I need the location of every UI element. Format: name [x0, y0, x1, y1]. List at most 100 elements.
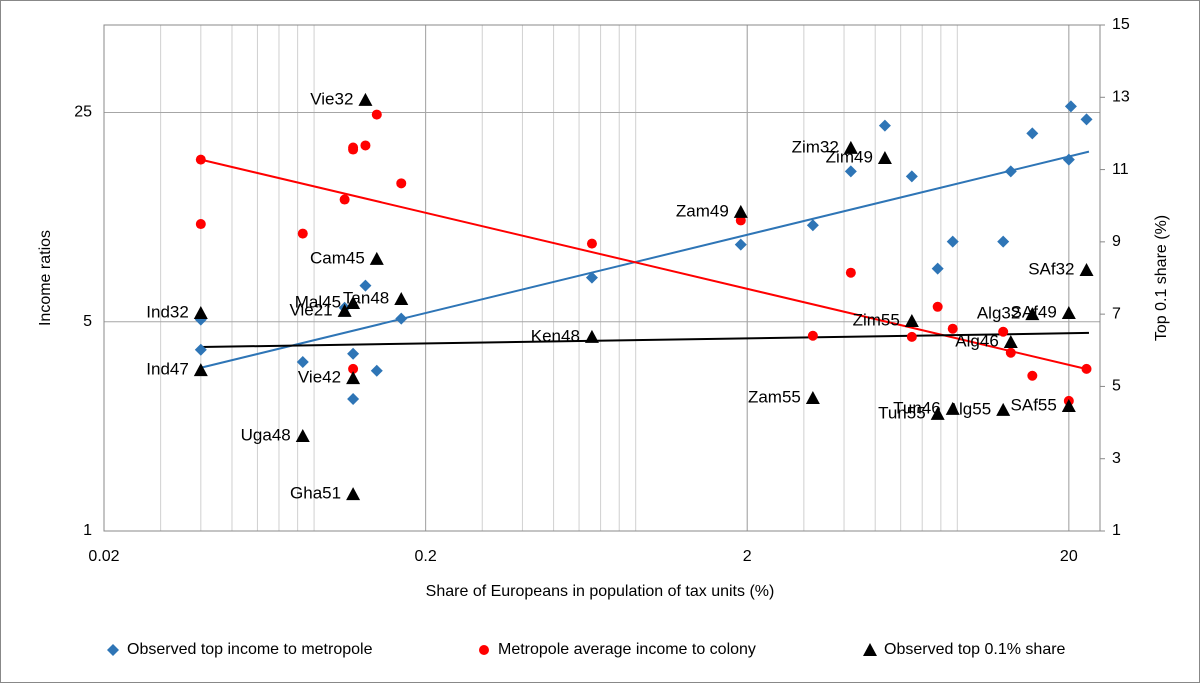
triangle-point: [996, 402, 1011, 416]
triangle-point: [805, 390, 820, 404]
y-tick-label: 5: [83, 313, 92, 330]
legend-marker: [479, 645, 489, 655]
circle-point: [348, 142, 359, 153]
diamond-point: [905, 170, 918, 183]
triangle-point: [1003, 334, 1018, 348]
point-label: Ind32: [146, 303, 189, 322]
diamond-point: [844, 165, 857, 178]
circle-point: [998, 326, 1009, 337]
legend-label: Observed top income to metropole: [127, 641, 373, 658]
point-label: Tun55: [878, 403, 926, 422]
triangle-point: [843, 140, 858, 154]
point-label: Zam49: [676, 201, 729, 220]
triangle-point: [1079, 263, 1094, 277]
triangle-point: [930, 406, 945, 420]
point-label: SAf49: [1011, 303, 1057, 322]
x-tick-label: 0.02: [88, 548, 119, 565]
triangle-point: [346, 487, 361, 501]
point-label: Zim55: [853, 310, 900, 329]
diamond-point: [1080, 113, 1093, 126]
y2-tick-label: 13: [1112, 89, 1130, 106]
point-label: Zim32: [792, 137, 839, 156]
legend-marker: [863, 643, 877, 656]
y2-tick-label: 15: [1112, 16, 1130, 33]
diamond-point: [734, 238, 747, 251]
triangle-point: [193, 306, 208, 320]
diamond-point: [296, 355, 309, 368]
circle-point: [1081, 363, 1092, 374]
y2-tick-label: 5: [1112, 378, 1121, 395]
circle-point: [932, 301, 943, 312]
triangle-point: [1061, 398, 1076, 412]
circle-point: [339, 194, 350, 205]
point-label: Uga48: [241, 425, 291, 444]
triangle-point: [346, 295, 361, 309]
point-label: Mal45: [295, 292, 341, 311]
diamond-point: [347, 393, 360, 406]
diamond-point: [347, 347, 360, 360]
y2-tick-label: 3: [1112, 450, 1121, 467]
diamond-point: [585, 271, 598, 284]
circle-point: [360, 140, 371, 151]
point-label: Cam45: [310, 248, 365, 267]
diamond-point: [1062, 153, 1075, 166]
point-label: Alg32: [977, 304, 1020, 323]
x-tick-label: 20: [1060, 548, 1078, 565]
diamond-point: [806, 219, 819, 232]
y2-tick-label: 7: [1112, 305, 1121, 322]
y-tick-label: 1: [83, 522, 92, 539]
diamond-point: [370, 364, 383, 377]
legend-label: Metropole average income to colony: [498, 641, 756, 658]
triangle-point: [584, 329, 599, 343]
x-tick-label: 2: [743, 548, 752, 565]
triangle-point: [346, 371, 361, 385]
point-label: Zam55: [748, 387, 801, 406]
point-label: Vie21: [289, 300, 332, 319]
diamond-point: [997, 235, 1010, 248]
circle-point: [735, 215, 746, 226]
point-label: SAf32: [1028, 260, 1074, 279]
circle-point: [195, 154, 206, 165]
circle-point: [1005, 347, 1016, 358]
diamond-point: [194, 343, 207, 356]
point-label: Tun46: [893, 398, 941, 417]
y2-tick-label: 11: [1112, 161, 1129, 178]
triangle-point: [1061, 306, 1076, 320]
point-label: Ind47: [146, 360, 189, 379]
diamond-point: [1004, 165, 1017, 178]
legend-label: Observed top 0.1% share: [884, 641, 1066, 658]
triangle-point: [394, 291, 409, 305]
legend-marker: [107, 644, 119, 656]
circle-point: [1027, 370, 1038, 381]
point-label: Alg46: [955, 331, 998, 350]
triangle-point: [733, 204, 748, 218]
circle-point: [845, 267, 856, 278]
diamond-point: [359, 279, 372, 292]
point-label: Ken48: [531, 326, 580, 345]
circle-point: [807, 330, 818, 341]
circle-point: [371, 109, 382, 120]
point-label: Gha51: [290, 484, 341, 503]
triangle-point: [358, 92, 373, 106]
point-label: Vie32: [310, 89, 353, 108]
y-tick-label: 25: [74, 104, 92, 121]
circle-point: [396, 178, 407, 189]
y-axis-title: Income ratios: [37, 230, 54, 326]
trendline: [200, 331, 1089, 349]
point-label: SAf55: [1011, 395, 1057, 414]
point-label: Zim49: [826, 147, 873, 166]
diamond-point: [931, 262, 944, 275]
trendline: [200, 150, 1090, 369]
point-label: Vie42: [298, 368, 341, 387]
triangle-point: [369, 251, 384, 265]
triangle-point: [295, 428, 310, 442]
triangle-point: [877, 151, 892, 165]
point-label: Alg55: [948, 399, 991, 418]
y2-tick-label: 1: [1112, 522, 1121, 539]
y2-axis-title: Top 0.1 share (%): [1153, 215, 1170, 341]
diamond-point: [946, 235, 959, 248]
triangle-point: [337, 303, 352, 317]
circle-point: [906, 331, 917, 342]
triangle-point: [193, 363, 208, 377]
